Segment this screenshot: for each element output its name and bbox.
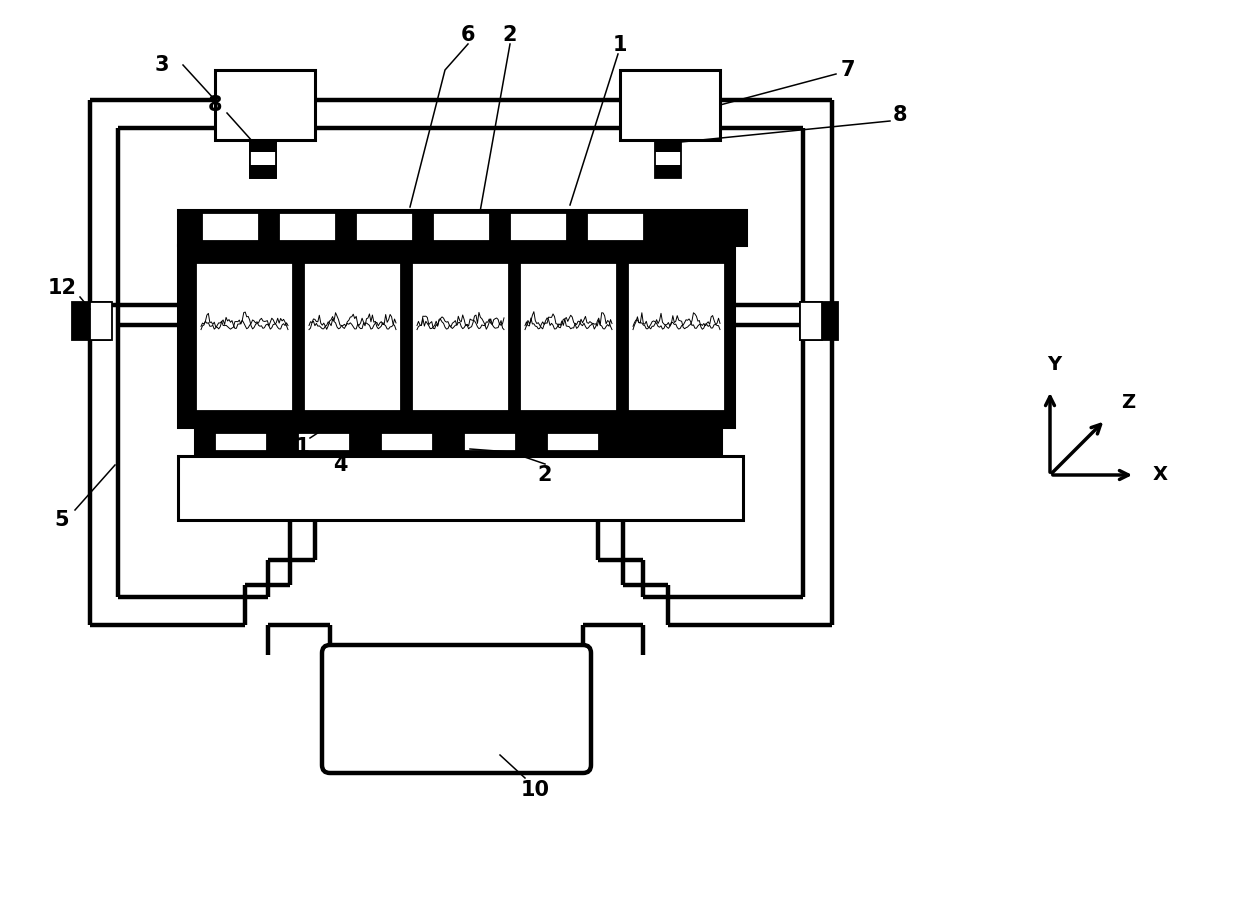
Bar bbox=[195, 429, 720, 455]
Bar bbox=[510, 213, 567, 241]
Text: 5: 5 bbox=[55, 510, 69, 530]
Bar bbox=[250, 152, 277, 165]
Bar bbox=[620, 70, 720, 140]
FancyBboxPatch shape bbox=[322, 645, 591, 773]
Bar bbox=[800, 302, 822, 340]
Bar bbox=[179, 456, 743, 520]
Bar bbox=[547, 433, 599, 451]
Text: 2: 2 bbox=[502, 25, 517, 45]
Bar bbox=[250, 140, 277, 178]
Bar bbox=[627, 263, 725, 411]
Text: 7: 7 bbox=[841, 60, 856, 80]
Text: Z: Z bbox=[1121, 393, 1136, 412]
Bar bbox=[655, 140, 681, 152]
Bar bbox=[279, 213, 336, 241]
Text: 2: 2 bbox=[538, 465, 552, 485]
Bar bbox=[304, 263, 401, 411]
Bar bbox=[250, 166, 277, 178]
Bar bbox=[655, 140, 681, 178]
Bar bbox=[250, 140, 277, 152]
Bar bbox=[250, 140, 277, 178]
Bar bbox=[412, 263, 508, 411]
Bar bbox=[196, 263, 293, 411]
Bar bbox=[520, 263, 618, 411]
Text: 8: 8 bbox=[208, 95, 222, 115]
Bar bbox=[202, 213, 259, 241]
Bar bbox=[72, 302, 110, 340]
Bar bbox=[655, 152, 681, 165]
Text: Y: Y bbox=[1047, 355, 1061, 374]
Bar bbox=[655, 165, 681, 178]
Bar bbox=[464, 433, 516, 451]
Text: 10: 10 bbox=[521, 780, 549, 800]
Text: 9: 9 bbox=[703, 435, 717, 455]
Bar bbox=[91, 302, 112, 340]
Bar bbox=[356, 213, 413, 241]
Bar bbox=[215, 433, 267, 451]
Text: X: X bbox=[1153, 465, 1168, 484]
Bar bbox=[381, 433, 433, 451]
Bar bbox=[250, 165, 277, 178]
Bar bbox=[250, 153, 277, 165]
Bar bbox=[179, 245, 734, 427]
Bar bbox=[250, 140, 277, 152]
Text: 8: 8 bbox=[893, 105, 908, 125]
Bar bbox=[587, 213, 644, 241]
Text: 12: 12 bbox=[47, 278, 77, 298]
Bar bbox=[215, 70, 315, 140]
Text: 11: 11 bbox=[281, 437, 310, 457]
Bar bbox=[179, 210, 746, 245]
Bar bbox=[800, 302, 838, 340]
Bar bbox=[298, 433, 350, 451]
Bar bbox=[433, 213, 490, 241]
Text: 4: 4 bbox=[332, 455, 347, 475]
Text: 3: 3 bbox=[155, 55, 169, 75]
Text: 1: 1 bbox=[613, 35, 627, 55]
Text: 6: 6 bbox=[461, 25, 475, 45]
